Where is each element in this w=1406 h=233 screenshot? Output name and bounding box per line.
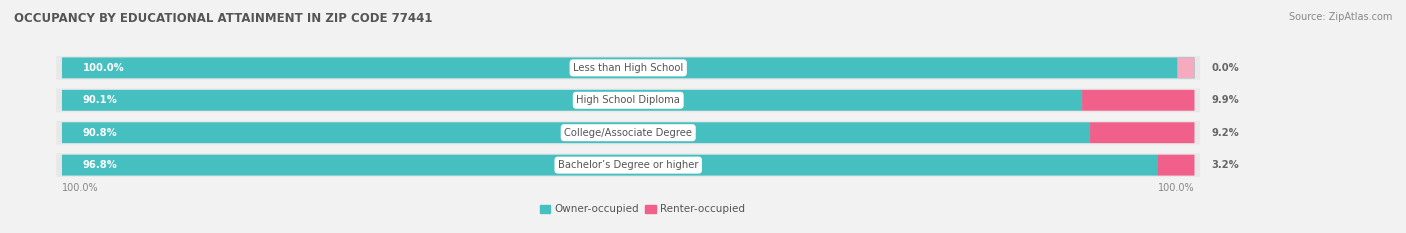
- FancyBboxPatch shape: [56, 56, 1201, 80]
- Legend: Owner-occupied, Renter-occupied: Owner-occupied, Renter-occupied: [536, 200, 749, 219]
- FancyBboxPatch shape: [56, 89, 1201, 112]
- Text: 90.1%: 90.1%: [83, 95, 117, 105]
- Text: Source: ZipAtlas.com: Source: ZipAtlas.com: [1288, 12, 1392, 22]
- Text: High School Diploma: High School Diploma: [576, 95, 681, 105]
- Text: Less than High School: Less than High School: [574, 63, 683, 73]
- FancyBboxPatch shape: [56, 121, 1201, 144]
- Text: 96.8%: 96.8%: [83, 160, 117, 170]
- FancyBboxPatch shape: [1177, 58, 1195, 78]
- FancyBboxPatch shape: [1159, 155, 1195, 175]
- FancyBboxPatch shape: [62, 122, 1090, 143]
- FancyBboxPatch shape: [62, 90, 1083, 111]
- FancyBboxPatch shape: [56, 153, 1201, 177]
- Text: 100.0%: 100.0%: [1157, 183, 1194, 193]
- Text: College/Associate Degree: College/Associate Degree: [564, 128, 692, 138]
- Text: 100.0%: 100.0%: [83, 63, 124, 73]
- FancyBboxPatch shape: [1083, 90, 1195, 111]
- Text: 0.0%: 0.0%: [1212, 63, 1239, 73]
- Text: 9.9%: 9.9%: [1212, 95, 1239, 105]
- Text: 90.8%: 90.8%: [83, 128, 117, 138]
- FancyBboxPatch shape: [62, 58, 1195, 78]
- FancyBboxPatch shape: [1090, 122, 1195, 143]
- Text: OCCUPANCY BY EDUCATIONAL ATTAINMENT IN ZIP CODE 77441: OCCUPANCY BY EDUCATIONAL ATTAINMENT IN Z…: [14, 12, 433, 25]
- Text: 3.2%: 3.2%: [1212, 160, 1239, 170]
- Text: Bachelor’s Degree or higher: Bachelor’s Degree or higher: [558, 160, 699, 170]
- Text: 100.0%: 100.0%: [62, 183, 98, 193]
- FancyBboxPatch shape: [62, 155, 1159, 175]
- Text: 9.2%: 9.2%: [1212, 128, 1239, 138]
